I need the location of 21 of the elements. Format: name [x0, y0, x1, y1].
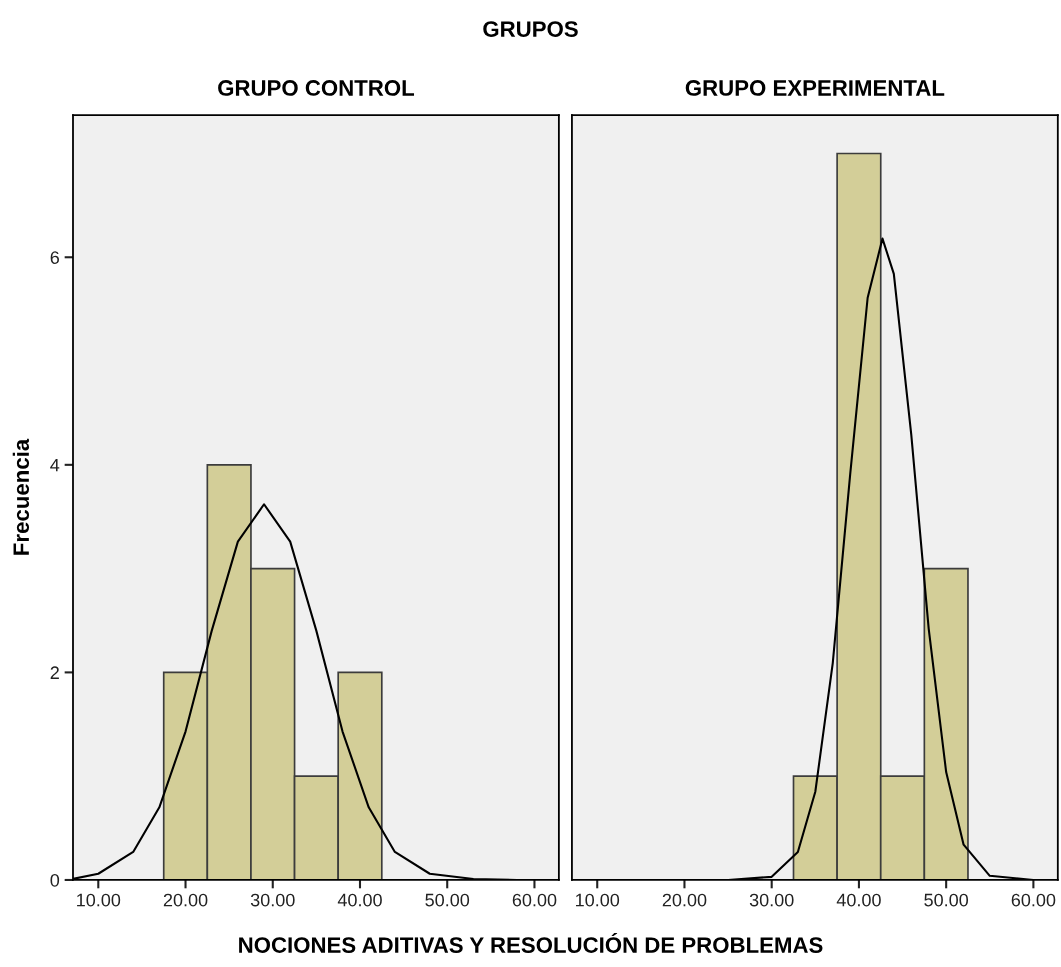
- x-tick-label: 30.00: [749, 893, 794, 907]
- x-tick-label: 20.00: [163, 893, 208, 907]
- x-tick-label: 60.00: [512, 893, 557, 907]
- y-axis-title: Frecuencia: [12, 438, 30, 555]
- x-tick-label: 30.00: [250, 893, 295, 907]
- chart-title: GRUPO CONTROL: [218, 80, 415, 96]
- x-axis-title: NOCIONES ADITIVAS Y RESOLUCIÓN DE PROBLEMAS: [239, 933, 823, 953]
- x-tick-label: 50.00: [924, 893, 969, 907]
- x-tick-label: 40.00: [836, 893, 881, 907]
- y-tick-label: 0: [50, 873, 60, 887]
- text: GRUPOS: [483, 21, 578, 37]
- y-tick-label: 2: [50, 666, 59, 679]
- x-tick-label: 50.00: [425, 893, 470, 907]
- x-tick-label: 20.00: [662, 893, 707, 907]
- x-tick-label: 60.00: [1011, 893, 1056, 907]
- chart-title: GRUPO EXPERIMENTAL: [685, 80, 945, 96]
- y-tick-label: 6: [50, 251, 60, 264]
- x-tick-label: 10.00: [576, 893, 620, 907]
- y-tick-label: 4: [50, 458, 60, 472]
- x-tick-label: 40.00: [337, 893, 382, 907]
- x-tick-label: 10.00: [77, 893, 121, 907]
